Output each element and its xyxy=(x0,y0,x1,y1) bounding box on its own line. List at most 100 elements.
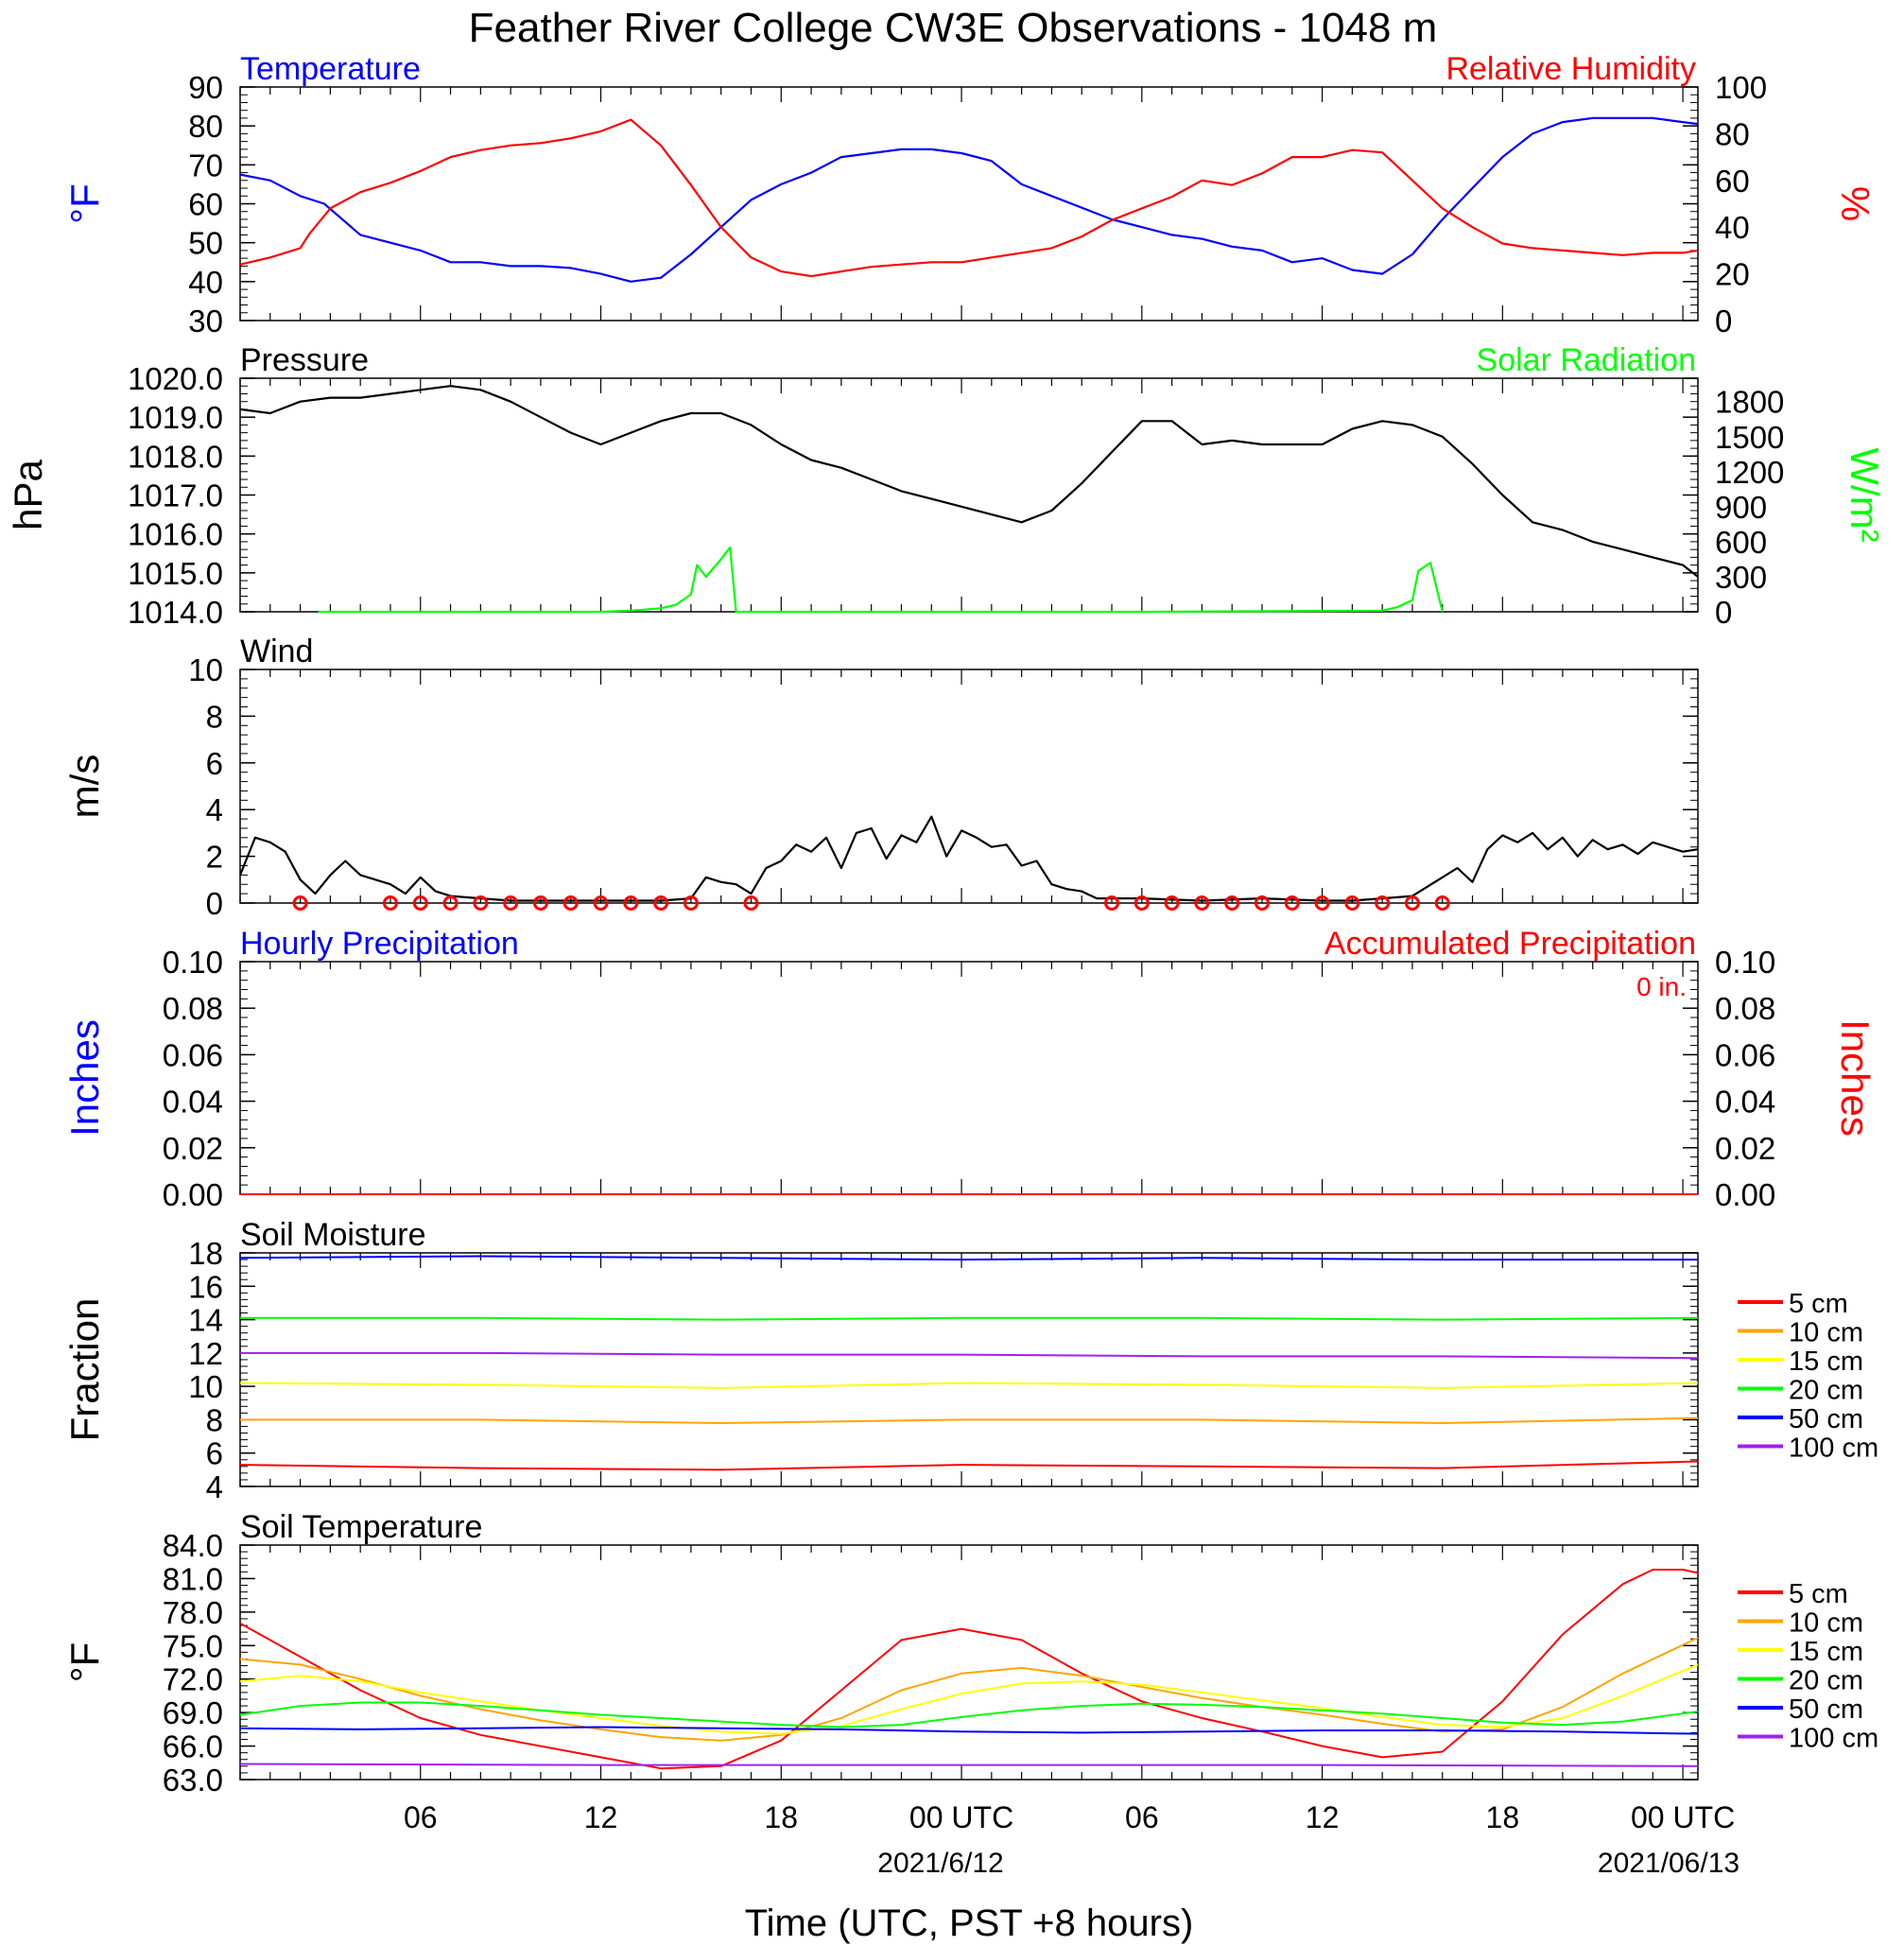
legend-label: 20 cm xyxy=(1789,1666,1863,1696)
y-tick-label: 30 xyxy=(188,304,223,339)
legend-label: 20 cm xyxy=(1789,1376,1863,1406)
y2-tick-label: 80 xyxy=(1715,116,1750,151)
panel-4: 0.10 0.08 0.06 0.04 0.02 0.00 0.10 0.08 0.06 0.04… xyxy=(62,926,1878,1212)
series-line-100-cm xyxy=(239,1763,1699,1767)
series-line-5-cm xyxy=(239,1460,1699,1471)
plot-frame xyxy=(239,669,1699,904)
x-tick-label: 00 UTC xyxy=(909,1800,1013,1834)
y2-tick-label: 100 xyxy=(1715,70,1767,105)
panel-1: 90 80 70 60 50 40 30 100 80 60 40 20 0 Temperature Rel… xyxy=(62,51,1878,339)
panel-annotation: 0 in. xyxy=(1636,972,1687,1001)
y2-tick-label: 900 xyxy=(1715,490,1767,525)
y-tick-label: 63.0 xyxy=(163,1763,223,1798)
y-axis-label: Fraction xyxy=(62,1298,107,1442)
legend-label: 15 cm xyxy=(1789,1637,1863,1667)
y-tick-label: 12 xyxy=(188,1336,223,1371)
y2-tick-label: 0 xyxy=(1715,304,1732,339)
y-axis-label: Inches xyxy=(62,1019,107,1137)
y-tick-label: 8 xyxy=(206,699,223,734)
panel-title-left: Wind xyxy=(240,634,313,669)
y-tick-label: 1015.0 xyxy=(128,556,223,591)
y2-tick-label: 0 xyxy=(1715,595,1732,630)
legend-label: 10 cm xyxy=(1789,1318,1863,1348)
chart-title: Feather River College CW3E Observations … xyxy=(469,5,1438,51)
legend-label: 50 cm xyxy=(1789,1694,1863,1725)
wind-calm-marker xyxy=(412,895,428,911)
wind-calm-marker xyxy=(532,895,548,911)
y-axis-label: °F xyxy=(62,183,107,223)
y-tick-label: 0.04 xyxy=(163,1085,223,1120)
panel-title-left: Pressure xyxy=(240,342,369,378)
legend-label: 100 cm xyxy=(1789,1724,1878,1754)
date-label-1: 2021/6/12 xyxy=(877,1848,1003,1879)
y2-tick-label: 0.04 xyxy=(1715,1085,1775,1120)
y2-tick-label: 600 xyxy=(1715,525,1767,560)
y-tick-label: 14 xyxy=(188,1303,223,1338)
panel-2: 1020.0 1019.0 1018.0 1017.0 1016.0 1015.0 1014… xyxy=(6,342,1887,630)
series-line-10-cm xyxy=(240,1416,1699,1424)
y-tick-label: 8 xyxy=(206,1402,223,1437)
series-line-pressure xyxy=(239,385,1699,578)
y-tick-label: 60 xyxy=(188,187,223,222)
y-tick-label: 81.0 xyxy=(163,1561,223,1596)
y-axis-label: m/s xyxy=(62,755,107,819)
series-line-20-cm xyxy=(239,1701,1699,1729)
y2-tick-label: 1500 xyxy=(1715,420,1784,455)
y-tick-label: 4 xyxy=(206,792,223,827)
wind-calm-marker xyxy=(563,895,579,911)
plot-frame xyxy=(239,961,1699,1195)
wind-calm-marker xyxy=(382,895,398,911)
wind-calm-marker xyxy=(623,895,639,911)
panel-3: 10 8 6 4 2 0 Wind m/s xyxy=(62,634,1699,921)
wind-calm-marker xyxy=(683,895,699,911)
x-tick-label: 18 xyxy=(764,1800,798,1834)
series-line-15-cm xyxy=(239,1663,1699,1735)
y-tick-label: 0.02 xyxy=(163,1131,223,1166)
wind-calm-marker xyxy=(1134,895,1150,911)
y2-tick-label: 0.10 xyxy=(1715,945,1775,980)
legend-label: 10 cm xyxy=(1789,1608,1863,1639)
legend-label: 5 cm xyxy=(1789,1289,1848,1319)
wind-calm-marker xyxy=(1314,895,1330,911)
y-tick-label: 90 xyxy=(188,70,223,105)
y2-tick-label: 1800 xyxy=(1715,385,1784,420)
legend-label: 5 cm xyxy=(1789,1579,1848,1609)
series-line-5-cm xyxy=(239,1569,1699,1770)
wind-calm-marker xyxy=(1254,895,1270,911)
wind-calm-marker xyxy=(1104,895,1120,911)
y-tick-label: 1018.0 xyxy=(128,439,223,474)
plot-frame xyxy=(239,377,1699,613)
y-tick-label: 1020.0 xyxy=(128,361,223,396)
legend-label: 100 cm xyxy=(1789,1433,1878,1464)
y-tick-label: 1014.0 xyxy=(128,595,223,630)
wind-calm-marker xyxy=(1375,895,1391,911)
y-tick-label: 2 xyxy=(206,840,223,875)
y2-tick-label: 0.02 xyxy=(1715,1131,1775,1166)
y2-axis-label: W/m² xyxy=(1843,447,1887,542)
y2-tick-label: 1200 xyxy=(1715,455,1784,490)
y-tick-label: 1017.0 xyxy=(128,478,223,513)
y2-tick-label: 0.06 xyxy=(1715,1037,1775,1072)
y-tick-label: 40 xyxy=(188,265,223,300)
y-tick-label: 0.08 xyxy=(163,991,223,1026)
wind-calm-marker xyxy=(1164,895,1180,911)
y-tick-label: 1016.0 xyxy=(128,517,223,552)
y-tick-label: 80 xyxy=(188,109,223,144)
plot-frame xyxy=(239,1544,1699,1781)
plot-frame xyxy=(239,1252,1699,1487)
x-tick-label: 12 xyxy=(584,1800,618,1834)
series-line-50-cm xyxy=(239,1726,1699,1735)
y-tick-label: 0 xyxy=(206,886,223,921)
series-line-relative-humidity xyxy=(239,118,1699,278)
wind-calm-marker xyxy=(292,895,308,911)
panel-6: 84.081.078.075.072.069.066.063.0 Soil Tem… xyxy=(62,1509,1878,1798)
series-line-10-cm xyxy=(239,1637,1699,1742)
y-tick-label: 1019.0 xyxy=(128,400,223,435)
y-tick-label: 84.0 xyxy=(163,1528,223,1563)
date-label-2: 2021/06/13 xyxy=(1598,1848,1740,1879)
y-tick-label: 70 xyxy=(188,148,223,182)
panel-title-left: Soil Moisture xyxy=(240,1217,426,1253)
y-tick-label: 0.00 xyxy=(163,1177,223,1212)
